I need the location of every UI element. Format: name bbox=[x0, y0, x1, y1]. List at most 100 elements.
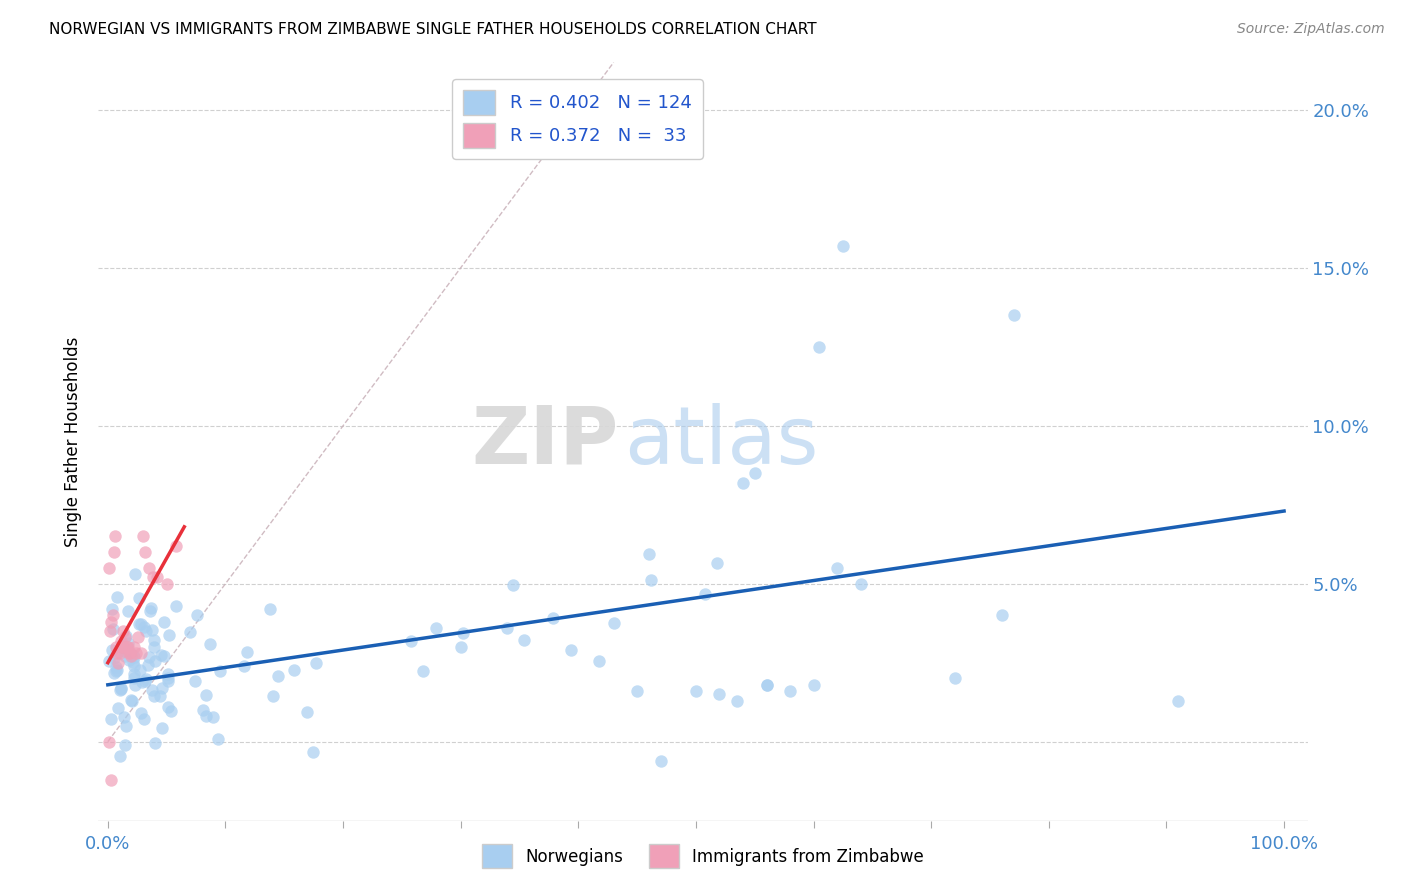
Point bbox=[195, 709, 218, 723]
Point bbox=[141, 682, 163, 697]
Point bbox=[803, 678, 825, 692]
Point bbox=[103, 665, 125, 680]
Point bbox=[98, 561, 121, 575]
Point bbox=[122, 649, 145, 664]
Point bbox=[131, 674, 153, 689]
Point bbox=[100, 615, 122, 629]
Point bbox=[139, 604, 162, 618]
Point bbox=[105, 663, 128, 677]
Point bbox=[132, 620, 155, 634]
Point bbox=[1167, 693, 1189, 707]
Point bbox=[450, 640, 472, 654]
Point bbox=[101, 643, 124, 657]
Point bbox=[232, 658, 254, 673]
Point bbox=[502, 578, 524, 592]
Point bbox=[149, 648, 172, 662]
Text: atlas: atlas bbox=[624, 402, 818, 481]
Point bbox=[124, 567, 146, 582]
Point bbox=[157, 628, 180, 642]
Point bbox=[117, 636, 139, 650]
Point bbox=[143, 632, 166, 647]
Point bbox=[122, 659, 145, 673]
Point bbox=[117, 604, 139, 618]
Point bbox=[157, 699, 180, 714]
Point bbox=[755, 678, 778, 692]
Point bbox=[132, 529, 155, 543]
Point bbox=[153, 615, 176, 630]
Point bbox=[236, 645, 259, 659]
Point bbox=[122, 648, 145, 662]
Point bbox=[128, 591, 150, 605]
Point bbox=[150, 721, 173, 735]
Point bbox=[135, 624, 157, 638]
Point bbox=[112, 624, 135, 639]
Point bbox=[208, 665, 231, 679]
Point bbox=[104, 665, 127, 679]
Point bbox=[142, 690, 165, 704]
Point bbox=[136, 657, 159, 672]
Point bbox=[412, 664, 434, 678]
Point bbox=[725, 693, 748, 707]
Point bbox=[128, 663, 150, 677]
Point bbox=[104, 660, 127, 674]
Point bbox=[114, 648, 136, 663]
Point bbox=[111, 640, 134, 654]
Point bbox=[693, 587, 716, 601]
Point bbox=[626, 684, 648, 698]
Point bbox=[124, 666, 146, 681]
Point bbox=[640, 573, 662, 587]
Point bbox=[107, 700, 129, 714]
Point bbox=[191, 703, 214, 717]
Point bbox=[107, 656, 129, 670]
Point bbox=[114, 629, 136, 643]
Point bbox=[401, 633, 423, 648]
Point bbox=[118, 652, 141, 666]
Point bbox=[150, 681, 173, 696]
Point bbox=[112, 640, 135, 654]
Point bbox=[98, 624, 121, 639]
Point bbox=[165, 599, 187, 614]
Point bbox=[100, 712, 122, 726]
Point bbox=[143, 736, 166, 750]
Point bbox=[103, 545, 125, 559]
Point bbox=[1002, 308, 1025, 322]
Point bbox=[160, 704, 183, 718]
Point bbox=[122, 671, 145, 685]
Point bbox=[262, 689, 284, 703]
Point bbox=[149, 689, 172, 703]
Point bbox=[120, 692, 142, 706]
Point bbox=[132, 712, 155, 726]
Point bbox=[120, 649, 142, 664]
Point bbox=[134, 545, 156, 559]
Point bbox=[453, 625, 475, 640]
Point bbox=[302, 745, 325, 759]
Point bbox=[105, 591, 128, 605]
Point bbox=[121, 694, 143, 708]
Point bbox=[779, 684, 801, 698]
Text: Source: ZipAtlas.com: Source: ZipAtlas.com bbox=[1237, 22, 1385, 37]
Point bbox=[105, 640, 128, 654]
Point bbox=[832, 238, 855, 252]
Point bbox=[513, 633, 536, 648]
Point bbox=[98, 654, 121, 668]
Point bbox=[305, 657, 328, 671]
Point bbox=[990, 608, 1012, 623]
Point bbox=[709, 687, 731, 701]
Point bbox=[122, 640, 145, 654]
Point bbox=[706, 556, 728, 570]
Point bbox=[755, 678, 778, 692]
Point bbox=[825, 561, 848, 575]
Point bbox=[731, 475, 754, 490]
Point bbox=[157, 671, 180, 685]
Y-axis label: Single Father Households: Single Father Households bbox=[65, 336, 83, 547]
Point bbox=[157, 666, 180, 681]
Point bbox=[101, 608, 124, 623]
Point bbox=[143, 640, 166, 655]
Point bbox=[108, 646, 131, 660]
Point bbox=[808, 340, 831, 354]
Point bbox=[129, 646, 152, 660]
Point bbox=[138, 561, 160, 575]
Point bbox=[152, 648, 174, 663]
Point bbox=[108, 683, 131, 698]
Point bbox=[685, 684, 707, 698]
